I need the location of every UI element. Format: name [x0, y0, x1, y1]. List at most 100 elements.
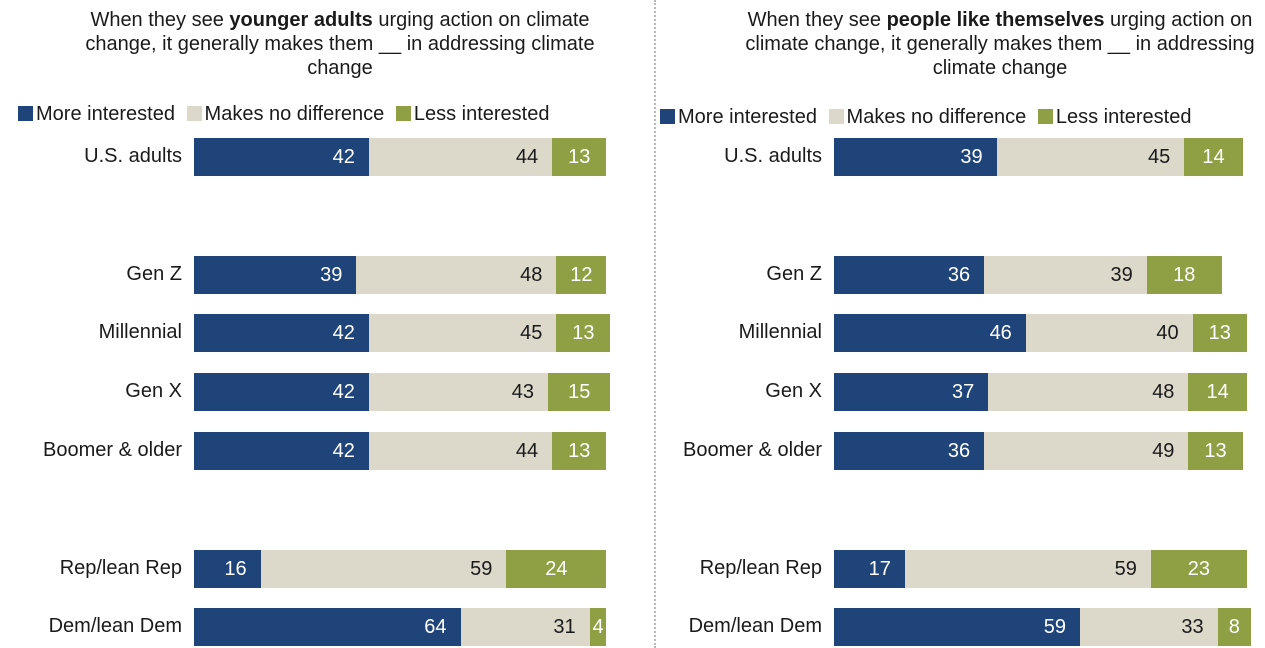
legend-item-less: Less interested [1037, 105, 1191, 129]
legend-swatch-nodiff [186, 106, 202, 121]
bar-segment-more [194, 432, 369, 470]
bar-segment-more [194, 314, 369, 352]
left-legend: More interested Makes no difference Less… [18, 102, 555, 126]
right-chart-title: When they see people like themselves urg… [745, 9, 1255, 79]
bar-segment-nodiff [996, 138, 1185, 176]
category-label: Rep/lean Rep [59, 557, 182, 579]
category-label: U.S. adults [724, 145, 822, 167]
bar-segment-nodiff [988, 373, 1189, 411]
bar-segment-less [1217, 608, 1251, 646]
bar-segment-nodiff [356, 256, 557, 294]
bar-segment-more [194, 256, 357, 294]
bar-segment-less [552, 432, 607, 470]
bar-segment-less [552, 138, 607, 176]
bar-segment-less [1146, 256, 1222, 294]
bar-value-label: 36 [947, 264, 971, 286]
bar-value-label: 37 [952, 381, 975, 403]
category-label: Boomer & older [683, 439, 822, 461]
bar-value-label: 42 [332, 146, 355, 168]
category-label: Dem/lean Dem [48, 615, 182, 637]
bar-value-label: 14 [1206, 381, 1229, 403]
bar-value-label: 45 [1148, 146, 1171, 168]
bar-segment-more [194, 373, 369, 411]
bar-value-label: 33 [1181, 616, 1204, 638]
bar-value-label: 13 [568, 440, 591, 462]
bar-value-label: 42 [332, 440, 355, 462]
bar-segment-less [589, 608, 607, 646]
panel-divider [654, 0, 656, 648]
bar-value-label: 13 [1204, 440, 1227, 462]
bar-value-label: 46 [989, 322, 1012, 344]
category-label: U.S. adults [84, 145, 182, 167]
bar-value-label: 39 [960, 146, 983, 168]
bar-value-label: 14 [1202, 146, 1225, 168]
bar-segment-nodiff [984, 432, 1189, 470]
bar-segment-less [506, 550, 607, 588]
right-legend: More interested Makes no difference Less… [660, 105, 1197, 129]
bar-value-label: 44 [515, 440, 539, 462]
bar-segment-more [834, 314, 1026, 352]
bar-segment-nodiff [460, 608, 590, 646]
category-label: Gen Z [766, 263, 822, 285]
legend-item-more: More interested [660, 105, 817, 129]
bar-value-label: 18 [1173, 264, 1196, 286]
bar-segment-less [1184, 138, 1243, 176]
legend-item-more: More interested [18, 102, 175, 126]
category-label: Dem/lean Dem [688, 615, 822, 637]
category-label: Millennial [98, 321, 182, 343]
bar-segment-nodiff [1025, 314, 1193, 352]
legend-swatch-less [395, 106, 411, 121]
bar-value-label: 44 [515, 146, 539, 168]
bar-segment-more [194, 138, 369, 176]
legend-swatch-less [1037, 109, 1053, 124]
legend-item-nodiff: Makes no difference [828, 105, 1026, 129]
bar-value-label: 24 [545, 558, 568, 580]
bar-value-label: 4 [592, 616, 604, 638]
bar-value-label: 13 [1208, 322, 1231, 344]
bar-value-label: 39 [320, 264, 343, 286]
bar-segment-nodiff [368, 138, 553, 176]
bar-segment-more [194, 550, 261, 588]
category-label: Gen X [765, 380, 822, 402]
bar-value-label: 42 [332, 322, 355, 344]
bar-value-label: 12 [570, 264, 593, 286]
bar-segment-nodiff [368, 373, 549, 411]
category-label: Rep/lean Rep [699, 557, 822, 579]
bar-value-label: 31 [553, 616, 576, 638]
category-label: Millennial [738, 321, 822, 343]
bar-segment-more [834, 608, 1081, 646]
bar-value-label: 59 [1043, 616, 1067, 638]
bar-segment-more [834, 138, 997, 176]
bar-segment-more [834, 550, 905, 588]
legend-item-less: Less interested [395, 102, 549, 126]
bar-value-label: 59 [1114, 558, 1137, 580]
bar-segment-more [834, 256, 985, 294]
bar-segment-less [1150, 550, 1247, 588]
bar-segment-more [834, 373, 989, 411]
bar-value-label: 23 [1187, 558, 1210, 580]
bar-segment-nodiff [368, 432, 553, 470]
bar-value-label: 16 [224, 558, 247, 580]
bar-segment-more [194, 608, 461, 646]
bar-value-label: 36 [947, 440, 971, 462]
bar-segment-less [1188, 373, 1247, 411]
bar-value-label: 49 [1152, 440, 1175, 462]
bar-segment-less [1188, 432, 1243, 470]
category-label: Gen X [125, 380, 182, 402]
bar-value-label: 13 [572, 322, 595, 344]
bar-value-label: 39 [1110, 264, 1133, 286]
legend-swatch-nodiff [828, 109, 844, 124]
bar-value-label: 15 [568, 381, 591, 403]
bar-value-label: 48 [520, 264, 543, 286]
bar-segment-less [1192, 314, 1247, 352]
bar-value-label: 64 [424, 616, 447, 638]
legend-swatch-more [18, 106, 33, 121]
left-chart-title: When they see younger adults urging acti… [85, 9, 595, 79]
bar-value-label: 40 [1156, 322, 1179, 344]
bar-segment-less [556, 314, 611, 352]
bar-value-label: 43 [511, 381, 535, 403]
legend-swatch-more [660, 109, 675, 124]
bar-value-label: 59 [470, 558, 493, 580]
bar-value-label: 13 [568, 146, 591, 168]
bar-segment-nodiff [984, 256, 1147, 294]
